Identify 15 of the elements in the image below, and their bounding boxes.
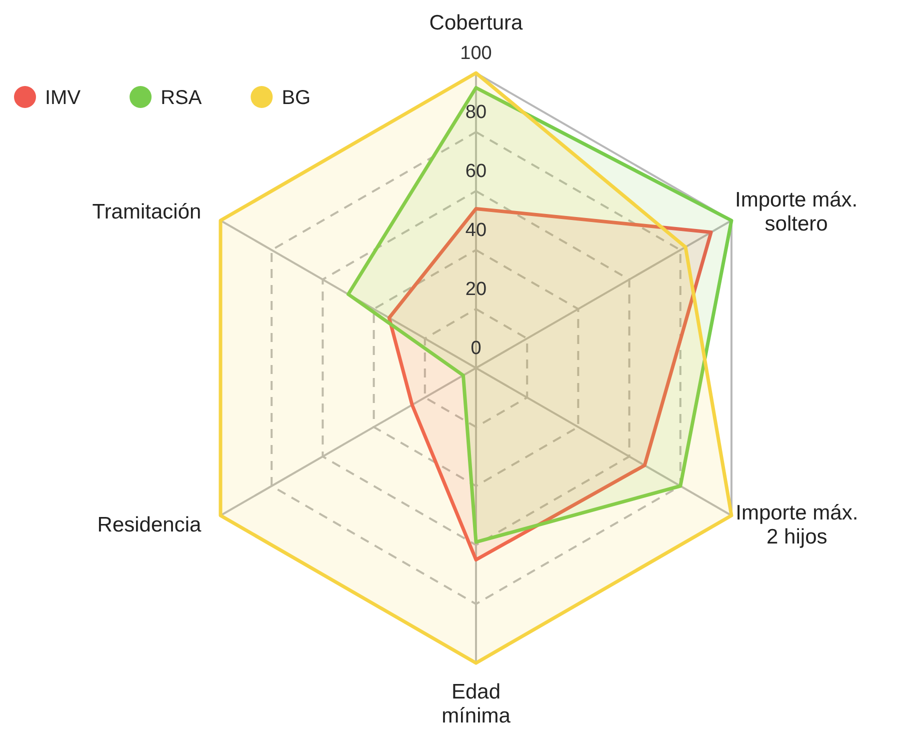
spoke-label: Cobertura [429,11,524,34]
spoke-label: Tramitación [92,200,202,224]
y-tick-label: 60 [465,161,487,182]
legend-label: IMV [45,87,82,109]
y-tick-label: 0 [470,338,482,359]
legend-label: BG [282,87,311,109]
y-tick-label: 100 [460,43,492,64]
legend-label: RSA [160,87,202,109]
y-tick-label: 80 [465,102,487,123]
y-tick-label: 40 [465,220,487,241]
y-tick-label: 20 [465,279,487,300]
spoke-label: Importe máx. soltero [735,188,858,236]
spoke-label: Importe máx. 2 hijos [736,501,858,548]
spoke-label: Edad mínima [442,680,511,728]
spoke-label: Residencia [97,513,202,536]
